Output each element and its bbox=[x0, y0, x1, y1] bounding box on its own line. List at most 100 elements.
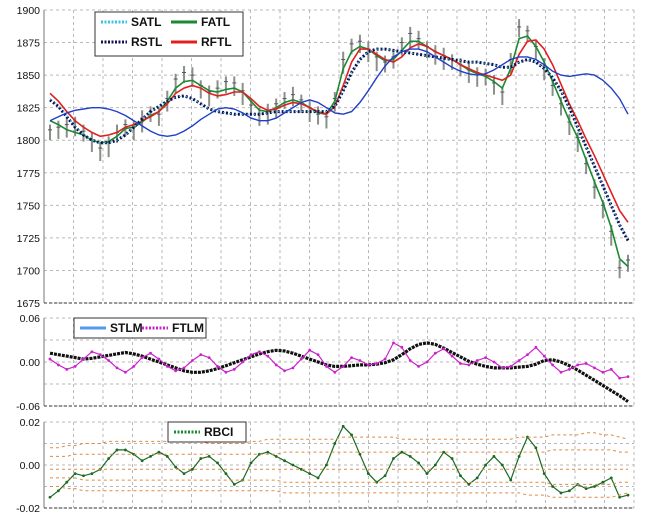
series-point bbox=[526, 353, 529, 357]
series-point bbox=[341, 424, 345, 428]
series-point bbox=[149, 351, 152, 355]
series-point bbox=[48, 357, 52, 361]
y-tick-label: 0.00 bbox=[20, 460, 41, 472]
series-point bbox=[375, 480, 379, 484]
y-tick-label: 1700 bbox=[17, 265, 41, 277]
series-point bbox=[174, 465, 178, 469]
series-point bbox=[291, 463, 295, 467]
series-point bbox=[199, 353, 203, 357]
series-point bbox=[333, 370, 337, 374]
series-point bbox=[191, 467, 194, 471]
series-point bbox=[459, 362, 462, 365]
series-point bbox=[484, 463, 487, 467]
series-point bbox=[73, 472, 77, 475]
chart-panel-1: 1900 1875 1850 1825 1800 1775 1750 1725 1700 1675… bbox=[17, 5, 635, 310]
series-point bbox=[107, 359, 111, 362]
series-point bbox=[82, 474, 85, 478]
series-point bbox=[517, 359, 521, 362]
legend: RBCI bbox=[167, 421, 247, 443]
series-point bbox=[56, 489, 60, 493]
series-point bbox=[325, 365, 328, 368]
series-line bbox=[50, 432, 629, 449]
series-stlm bbox=[49, 341, 629, 403]
series-point bbox=[492, 455, 496, 458]
series-point bbox=[400, 450, 404, 454]
series-point bbox=[140, 356, 144, 359]
series-point bbox=[266, 354, 270, 358]
series-point bbox=[392, 457, 395, 460]
series-point bbox=[224, 370, 228, 374]
y-tick-label: 1900 bbox=[17, 5, 41, 17]
series-point bbox=[526, 435, 529, 439]
series-point bbox=[90, 472, 94, 475]
series-point bbox=[266, 450, 270, 454]
y-tick-labels: 0.06 0.00 -0.06 bbox=[16, 313, 40, 413]
series-point bbox=[509, 365, 513, 368]
series-point bbox=[626, 493, 630, 497]
series-point bbox=[484, 356, 487, 359]
series-point bbox=[584, 487, 588, 491]
series-point bbox=[618, 376, 622, 380]
series-point bbox=[450, 354, 454, 358]
series-point bbox=[207, 455, 211, 458]
series-point bbox=[165, 365, 169, 368]
series-point bbox=[400, 345, 404, 349]
series-point bbox=[509, 478, 513, 482]
y-tick-labels: 0.02 0.00 -0.02 bbox=[16, 417, 40, 515]
series-point bbox=[593, 366, 596, 370]
legend-box bbox=[73, 317, 207, 339]
series-point bbox=[274, 455, 278, 458]
series-point bbox=[467, 363, 471, 367]
legend-label: RSTL bbox=[131, 35, 162, 49]
series-point bbox=[450, 457, 454, 460]
series-point bbox=[366, 363, 370, 367]
series-point bbox=[442, 450, 446, 454]
y-tick-label: 1875 bbox=[17, 38, 41, 50]
series-point bbox=[165, 455, 169, 458]
series-line bbox=[50, 486, 629, 498]
series-point bbox=[182, 366, 186, 370]
y-tick-label: 1825 bbox=[17, 103, 41, 115]
series-point bbox=[601, 370, 605, 374]
series-point bbox=[341, 365, 345, 368]
series-point bbox=[182, 472, 186, 475]
series-point bbox=[618, 495, 622, 499]
series-ftlm bbox=[48, 341, 630, 380]
legend-label: FTLM bbox=[172, 321, 204, 335]
series-point bbox=[408, 359, 412, 362]
series-point bbox=[542, 354, 546, 358]
series-point bbox=[299, 357, 303, 361]
y-tick-label: 1775 bbox=[17, 168, 41, 180]
series-band-4 bbox=[50, 477, 628, 485]
series-point bbox=[157, 357, 161, 361]
series-point bbox=[258, 350, 261, 354]
series-line bbox=[49, 425, 629, 499]
legend-label: FATL bbox=[201, 15, 230, 29]
y-tick-label: 0.00 bbox=[20, 357, 41, 369]
series-point bbox=[308, 348, 312, 352]
series-point bbox=[559, 491, 563, 495]
series-line bbox=[49, 342, 629, 379]
series-point bbox=[559, 370, 563, 374]
series-point bbox=[316, 476, 320, 480]
legend-label: SATL bbox=[131, 15, 161, 29]
series-point bbox=[375, 362, 379, 365]
legend-label: RBCI bbox=[204, 425, 233, 439]
series-point bbox=[216, 365, 219, 368]
y-tick-label: -0.02 bbox=[16, 503, 40, 515]
series-point bbox=[65, 480, 69, 484]
series-point bbox=[216, 461, 219, 465]
y-tick-label: 1850 bbox=[17, 70, 41, 82]
series-point bbox=[258, 452, 261, 456]
series-point bbox=[241, 360, 245, 364]
chart-panel-3: 0.02 0.00 -0.02 RBCI bbox=[16, 417, 635, 515]
series-point bbox=[132, 365, 136, 368]
series-point bbox=[542, 472, 546, 475]
series-point bbox=[299, 467, 303, 471]
series-point bbox=[274, 363, 278, 367]
series-point bbox=[459, 474, 462, 478]
y-tick-label: 0.02 bbox=[20, 417, 41, 429]
series-point bbox=[366, 472, 370, 475]
series-point bbox=[291, 366, 295, 370]
